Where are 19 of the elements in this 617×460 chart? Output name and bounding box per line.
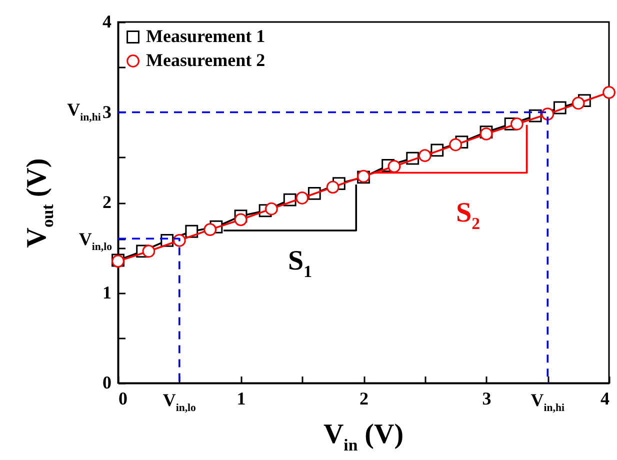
x-tick-label: 2 <box>360 388 368 408</box>
x-tick-label: 0 <box>118 388 128 408</box>
y-tick-label: 4 <box>102 12 112 32</box>
y-tick-label: V$_{in,lo}$ <box>78 228 112 252</box>
x-tick-label: V$_{in,hi}$ <box>530 390 564 414</box>
x-tick-label: V$_{in,lo}$ <box>162 390 196 414</box>
text: V$_{in,hi}$ <box>67 100 101 124</box>
annotation: S$_{2}$ <box>456 197 480 233</box>
x-tick-label: 3 <box>482 388 492 408</box>
y-tick-label: 3 <box>102 102 112 122</box>
legend-label: Measurement 1 <box>146 26 266 46</box>
y-tick-label: 0 <box>102 372 112 392</box>
x-tick-label: 4 <box>600 388 610 408</box>
x-tick-label: 1 <box>236 388 246 408</box>
annotation: S$_{1}$ <box>288 245 312 281</box>
legend-label: Measurement 2 <box>146 50 266 70</box>
x-axis-title: V$_{in}$ (V) <box>323 419 404 455</box>
y-tick-label: 1 <box>102 282 112 302</box>
y-tick-label: 2 <box>102 192 112 212</box>
